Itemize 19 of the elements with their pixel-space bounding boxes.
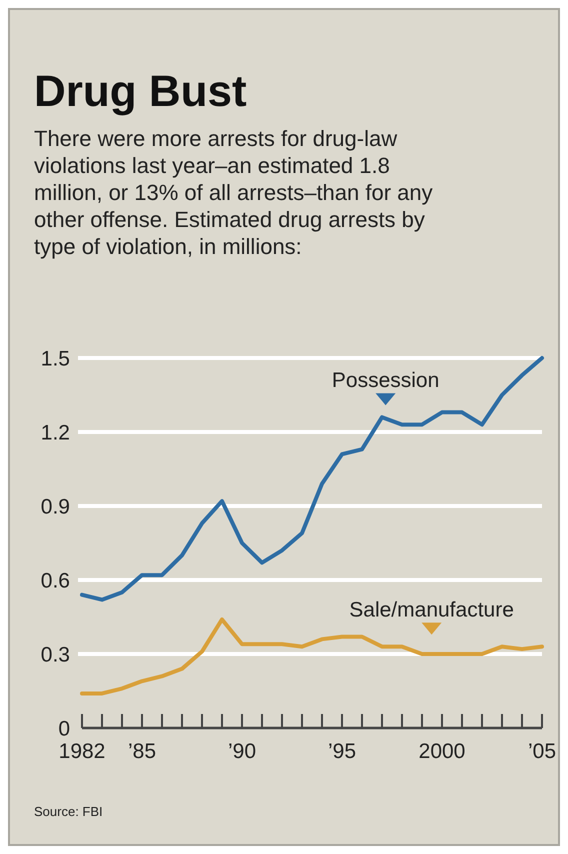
y-tick-label: 0.9 [40,495,70,518]
y-tick-label: 1.2 [40,421,70,444]
x-tick-label: 1982 [58,740,106,763]
line-series [80,617,544,696]
y-tick-label: 0.3 [40,643,70,666]
y-tick-label: 1.5 [40,347,70,370]
chart-title: Drug Bust [34,67,247,116]
source-note: Source: FBI [34,804,103,819]
chart-subtitle: There were more arrests for drug-law violations last year–an estimated 1.8 million, or 13% of all arrests–than for any other offense. Estimated drug arrests by type of violation, in millions: [34,126,433,259]
x-tick-label: ’95 [328,740,356,763]
x-tick-label: ’90 [228,740,256,763]
series-label: Possession [332,369,440,392]
y-tick-label: 0 [58,717,70,740]
y-tick-label: 0.6 [40,569,70,592]
line-series [80,356,544,602]
x-tick-label: ’85 [128,740,156,763]
x-tick-label: 2000 [418,740,466,763]
series-label: Sale/manufacture [349,598,514,622]
x-tick-label: ’05 [528,740,556,763]
